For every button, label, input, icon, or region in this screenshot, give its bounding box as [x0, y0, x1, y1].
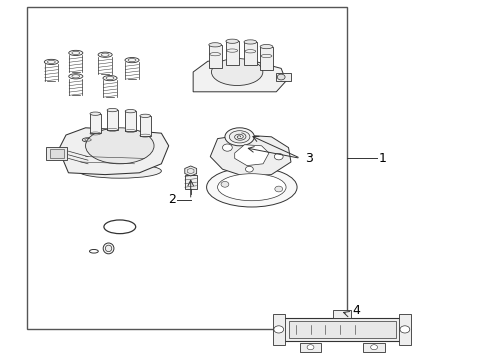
Ellipse shape: [229, 131, 249, 143]
Ellipse shape: [98, 52, 112, 57]
Bar: [140, 116, 150, 136]
Bar: [272, 314, 285, 345]
Ellipse shape: [225, 39, 238, 43]
Bar: [283, 318, 400, 341]
Bar: [27, 7, 346, 329]
Circle shape: [222, 144, 232, 151]
Circle shape: [274, 153, 283, 160]
Text: 2: 2: [168, 193, 176, 206]
Ellipse shape: [103, 243, 114, 254]
Ellipse shape: [82, 138, 94, 142]
Ellipse shape: [90, 112, 101, 115]
Ellipse shape: [125, 109, 136, 113]
Ellipse shape: [244, 40, 256, 44]
Ellipse shape: [206, 167, 297, 207]
Bar: [184, 175, 196, 189]
Ellipse shape: [105, 245, 111, 252]
Ellipse shape: [260, 45, 272, 49]
Bar: [299, 343, 321, 352]
Bar: [398, 314, 410, 345]
Circle shape: [273, 326, 283, 333]
Polygon shape: [184, 166, 196, 176]
Polygon shape: [210, 135, 290, 176]
Ellipse shape: [69, 50, 82, 55]
Circle shape: [245, 166, 253, 172]
Bar: [46, 147, 67, 160]
Bar: [107, 110, 118, 130]
Bar: [208, 45, 221, 68]
Text: 1: 1: [378, 152, 386, 165]
Bar: [90, 114, 101, 134]
Circle shape: [370, 345, 377, 350]
Bar: [363, 343, 384, 352]
Bar: [276, 73, 290, 81]
Bar: [225, 41, 238, 65]
Bar: [125, 111, 136, 131]
Polygon shape: [234, 145, 268, 166]
Ellipse shape: [208, 43, 221, 47]
Ellipse shape: [140, 114, 150, 117]
Text: 4: 4: [351, 304, 359, 317]
Ellipse shape: [103, 76, 117, 81]
Ellipse shape: [107, 108, 118, 112]
Circle shape: [221, 181, 228, 187]
Ellipse shape: [78, 164, 161, 178]
Ellipse shape: [211, 59, 263, 86]
Circle shape: [274, 186, 282, 192]
Bar: [50, 149, 64, 158]
Polygon shape: [193, 61, 285, 92]
Ellipse shape: [217, 174, 285, 201]
Bar: [244, 42, 256, 66]
Circle shape: [399, 326, 409, 333]
Ellipse shape: [44, 59, 58, 64]
Ellipse shape: [125, 58, 139, 63]
Text: 3: 3: [304, 152, 312, 165]
Bar: [333, 310, 350, 318]
Bar: [288, 320, 395, 338]
Circle shape: [306, 345, 313, 350]
Circle shape: [277, 74, 285, 80]
Ellipse shape: [85, 128, 154, 164]
Ellipse shape: [69, 74, 82, 79]
Polygon shape: [59, 128, 168, 175]
Ellipse shape: [224, 128, 254, 146]
Bar: [260, 46, 272, 70]
